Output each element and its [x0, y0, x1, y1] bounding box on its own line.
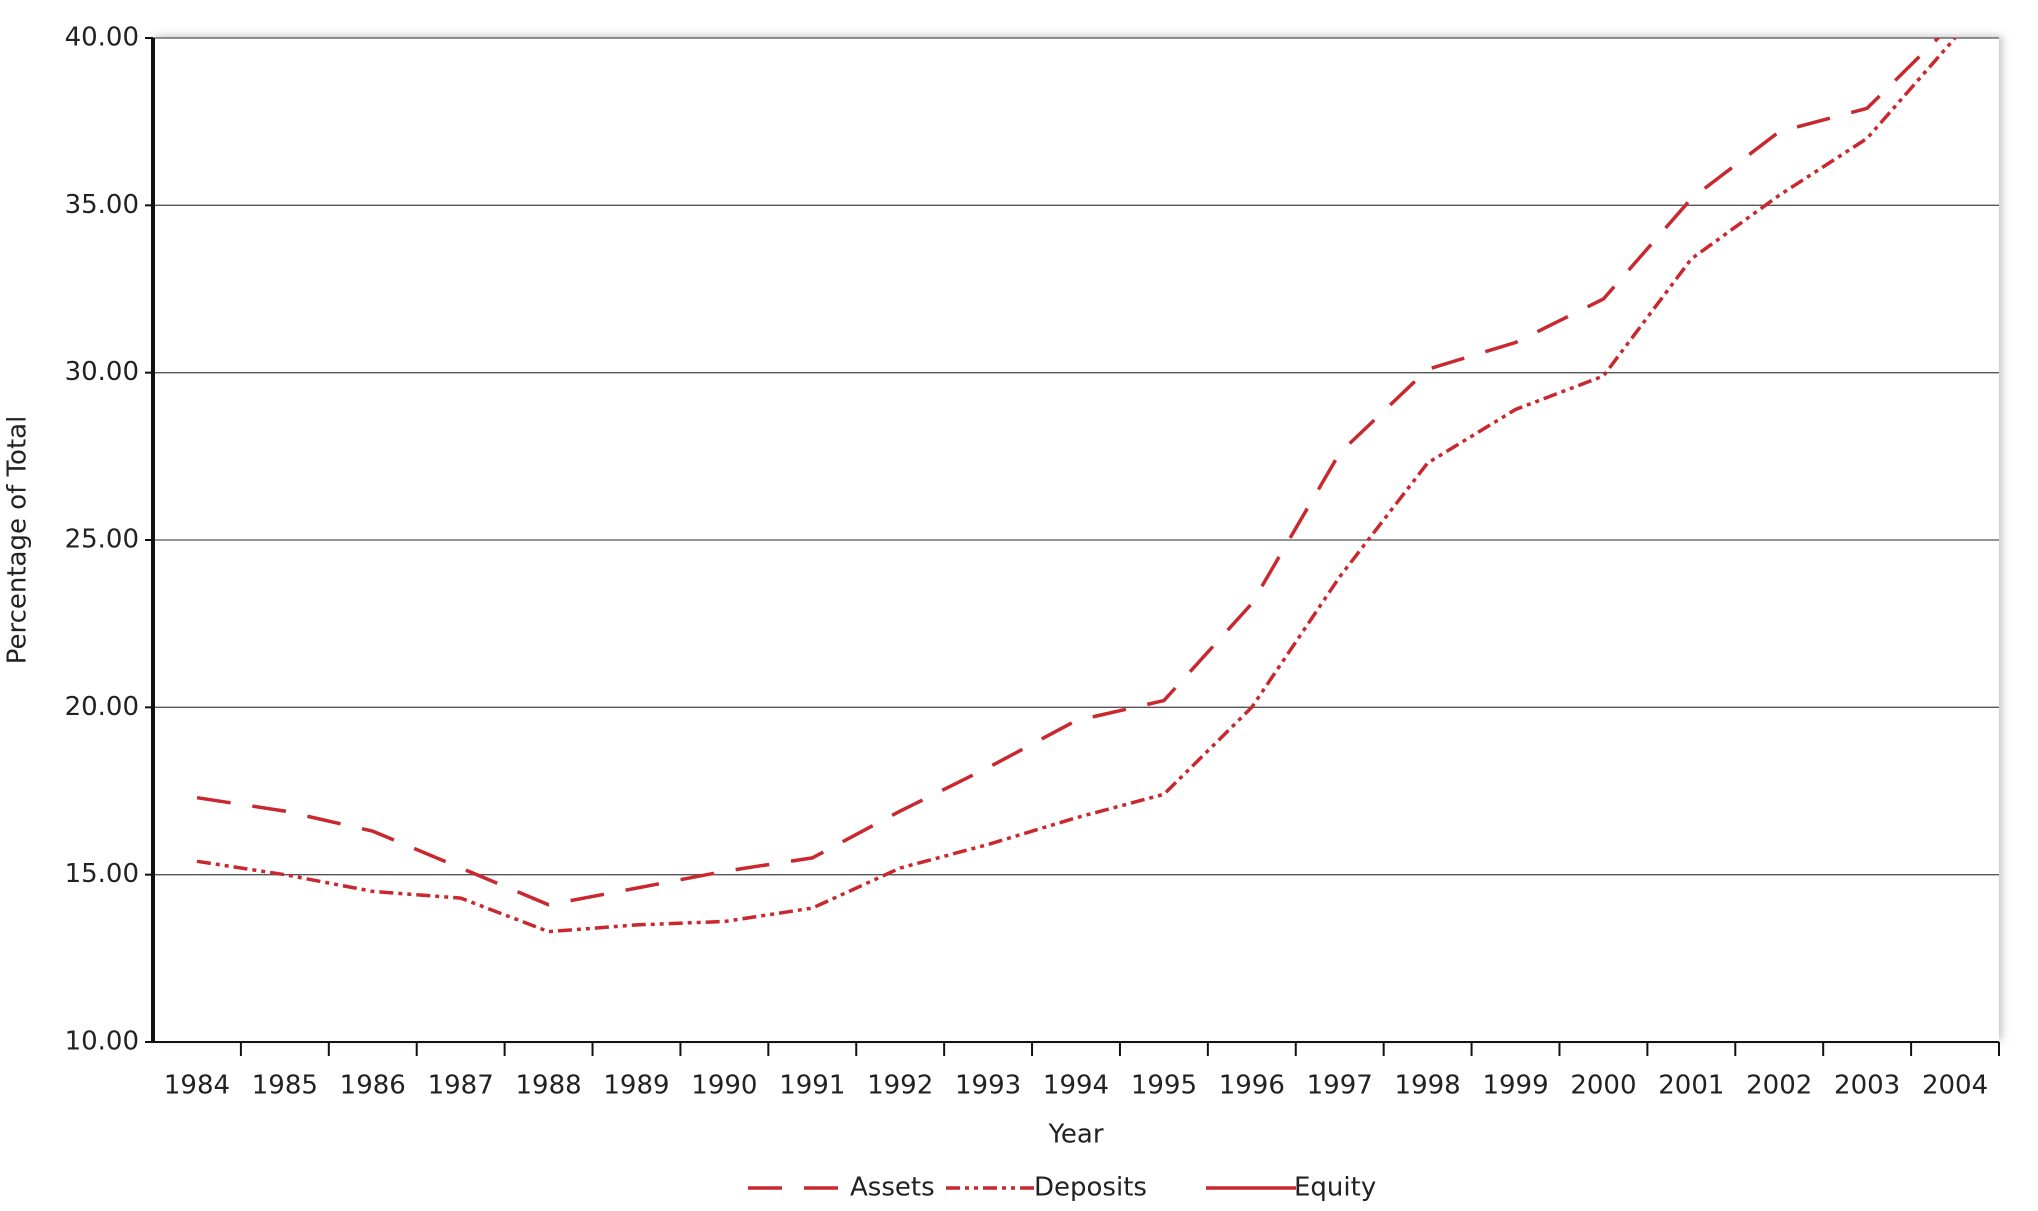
x-tick-label: 1998: [1395, 1071, 1461, 1101]
x-tick-label: 2000: [1570, 1071, 1636, 1101]
x-tick-label: 1991: [779, 1071, 845, 1101]
x-tick-label: 2004: [1922, 1071, 1988, 1101]
x-tick-label: 1995: [1131, 1071, 1197, 1101]
legend-label: Equity: [1294, 1173, 1376, 1203]
x-tick-label: 2003: [1834, 1071, 1900, 1101]
x-tick-label: 1986: [340, 1071, 406, 1101]
x-tick-label: 1999: [1482, 1071, 1548, 1101]
x-tick-label: 1992: [867, 1071, 933, 1101]
legend-label: Deposits: [1034, 1173, 1147, 1203]
legend: Assets Deposits Equity: [748, 1173, 1376, 1203]
x-tick-label: 1988: [515, 1071, 581, 1101]
series-line: [196, 38, 1957, 934]
lines: [196, 38, 1957, 934]
x-tick-label: 1993: [955, 1071, 1021, 1101]
ticks: 10.00 15.00 20.00 25.00 30.00 35.00 40.00 1984 1…: [65, 23, 2000, 1101]
x-tick-label: 1996: [1219, 1071, 1285, 1101]
x-tick-label: 1987: [428, 1071, 494, 1101]
x-tick-label: 2002: [1746, 1071, 1812, 1101]
y-tick-label: 20.00: [65, 692, 139, 722]
y-axis-label: Percentage of Total: [3, 416, 33, 665]
x-tick-label: 1989: [603, 1071, 669, 1101]
y-tick-label: 30.00: [65, 357, 139, 387]
y-tick-label: 25.00: [65, 525, 139, 555]
x-tick-label: 1984: [164, 1071, 230, 1101]
series-line: [196, 38, 1941, 907]
legend-label: Assets: [850, 1173, 935, 1203]
y-tick-label: 35.00: [65, 190, 139, 220]
y-tick-label: 15.00: [65, 859, 139, 889]
y-tick-label: 10.00: [65, 1027, 139, 1057]
x-tick-label: 1997: [1307, 1071, 1373, 1101]
x-tick-label: 1990: [691, 1071, 757, 1101]
x-tick-label: 1994: [1043, 1071, 1109, 1101]
x-tick-label: 1985: [252, 1071, 318, 1101]
x-axis-label: Year: [1047, 1120, 1103, 1150]
y-tick-label: 40.00: [65, 23, 139, 53]
x-tick-label: 2001: [1658, 1071, 1724, 1101]
